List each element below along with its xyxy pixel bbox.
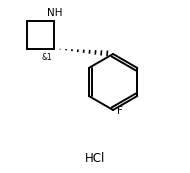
Text: NH: NH <box>47 8 62 18</box>
Text: F: F <box>117 106 123 116</box>
Text: HCl: HCl <box>85 152 105 165</box>
Text: &1: &1 <box>41 53 52 62</box>
